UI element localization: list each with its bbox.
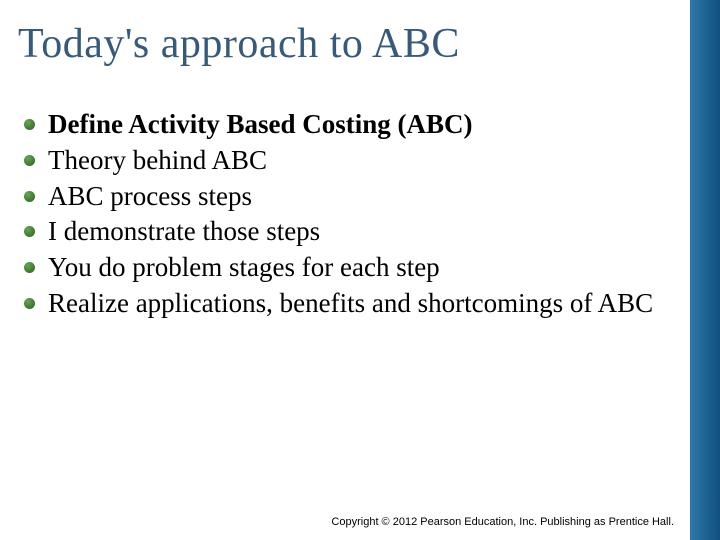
list-item: Realize applications, benefits and short… <box>18 287 658 321</box>
list-item-text: ABC process steps <box>48 181 252 211</box>
list-item-text: I demonstrate those steps <box>48 216 320 246</box>
list-item: Theory behind ABC <box>18 144 658 178</box>
list-item-text: Define Activity Based Costing (ABC) <box>48 109 472 139</box>
list-item-text: Realize applications, benefits and short… <box>48 288 653 318</box>
list-item-text: You do problem stages for each step <box>48 252 440 282</box>
list-item: ABC process steps <box>18 180 658 214</box>
list-item: You do problem stages for each step <box>18 251 658 285</box>
slide-title: Today's approach to ABC <box>18 20 460 68</box>
copyright-footer: Copyright © 2012 Pearson Education, Inc.… <box>331 516 674 528</box>
list-item: Define Activity Based Costing (ABC) <box>18 108 658 142</box>
slide-content: Define Activity Based Costing (ABC) Theo… <box>18 108 658 323</box>
list-item: I demonstrate those steps <box>18 215 658 249</box>
list-item-text: Theory behind ABC <box>48 145 267 175</box>
accent-bar <box>690 0 720 540</box>
bullet-list: Define Activity Based Costing (ABC) Theo… <box>18 108 658 321</box>
slide: Today's approach to ABC Define Activity … <box>0 0 720 540</box>
